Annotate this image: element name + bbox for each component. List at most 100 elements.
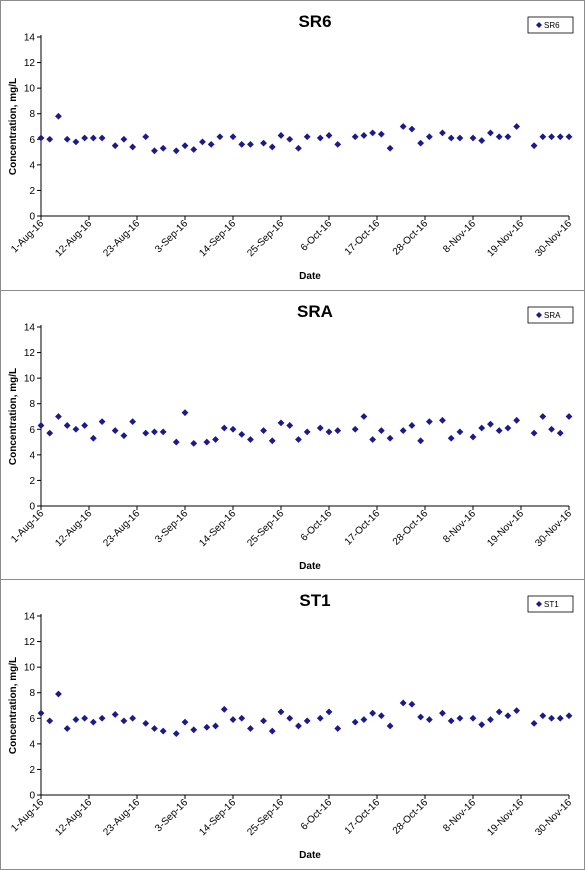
legend-label: SRA bbox=[544, 311, 561, 320]
data-point bbox=[286, 135, 294, 143]
legend: SR6 bbox=[527, 16, 574, 34]
data-point bbox=[81, 714, 89, 722]
data-point bbox=[447, 134, 455, 142]
data-point bbox=[277, 419, 285, 427]
data-point bbox=[229, 716, 237, 723]
legend: ST1 bbox=[527, 595, 574, 613]
data-point bbox=[369, 709, 377, 717]
data-point bbox=[277, 708, 285, 716]
data-point bbox=[417, 139, 425, 147]
x-tick-label: 1-Aug-16 bbox=[9, 218, 46, 255]
data-point bbox=[98, 134, 106, 142]
x-tick-label: 28-Oct-16 bbox=[391, 797, 431, 837]
chart-title: ST1 bbox=[299, 591, 330, 610]
data-point bbox=[37, 134, 45, 142]
data-point bbox=[181, 409, 189, 417]
y-tick-label: 12 bbox=[24, 348, 36, 359]
data-point bbox=[316, 714, 324, 722]
data-point bbox=[504, 712, 512, 720]
x-tick-label: 19-Nov-16 bbox=[485, 797, 526, 838]
legend-marker bbox=[536, 312, 542, 318]
data-point bbox=[159, 428, 167, 436]
data-point bbox=[456, 714, 464, 722]
data-point bbox=[55, 413, 62, 420]
x-tick-label: 3-Sep-16 bbox=[153, 508, 190, 545]
data-point bbox=[220, 424, 228, 432]
y-tick-label: 0 bbox=[29, 212, 35, 223]
data-point bbox=[37, 709, 45, 717]
data-point bbox=[151, 725, 158, 732]
data-point bbox=[190, 726, 198, 734]
data-point bbox=[295, 722, 302, 730]
data-point bbox=[478, 721, 486, 729]
data-point bbox=[181, 142, 189, 150]
data-point bbox=[439, 129, 446, 137]
data-point bbox=[360, 413, 368, 420]
y-axis-title: Concentration, mg/L bbox=[8, 657, 19, 754]
data-point bbox=[504, 133, 512, 141]
data-point bbox=[334, 725, 342, 732]
data-point bbox=[469, 134, 477, 142]
data-point bbox=[37, 422, 45, 429]
x-tick-label: 12-Aug-16 bbox=[53, 508, 94, 549]
y-tick-label: 4 bbox=[29, 450, 35, 461]
data-point bbox=[360, 716, 368, 723]
y-tick-label: 4 bbox=[29, 739, 35, 750]
data-point bbox=[151, 147, 158, 155]
data-point bbox=[238, 714, 246, 722]
data-point bbox=[539, 712, 547, 720]
x-tick-label: 12-Aug-16 bbox=[53, 797, 94, 838]
x-tick-label: 25-Sep-16 bbox=[245, 218, 286, 259]
data-point bbox=[181, 718, 189, 726]
y-tick-label: 0 bbox=[29, 791, 35, 802]
data-point bbox=[487, 716, 494, 723]
data-point bbox=[369, 129, 377, 137]
legend-label: ST1 bbox=[544, 600, 559, 609]
data-point bbox=[190, 439, 198, 447]
data-point bbox=[72, 425, 80, 433]
data-point bbox=[238, 141, 246, 148]
x-axis-title: Date bbox=[299, 850, 321, 861]
data-point bbox=[111, 142, 119, 150]
data-point bbox=[229, 133, 237, 141]
data-point bbox=[81, 134, 89, 142]
y-tick-label: 4 bbox=[29, 160, 35, 171]
data-point bbox=[46, 429, 54, 437]
data-point bbox=[469, 433, 477, 441]
data-point bbox=[260, 717, 267, 725]
data-point bbox=[565, 133, 573, 141]
y-axis-title: Concentration, mg/L bbox=[8, 368, 19, 465]
x-tick-label: 6-Oct-16 bbox=[299, 797, 335, 833]
y-tick-label: 8 bbox=[29, 688, 35, 699]
data-point bbox=[513, 123, 521, 130]
data-point bbox=[334, 141, 342, 148]
legend-box bbox=[527, 16, 574, 34]
data-point bbox=[386, 434, 394, 442]
data-point bbox=[212, 436, 219, 443]
data-point bbox=[203, 438, 211, 446]
data-point bbox=[548, 133, 555, 141]
data-point bbox=[386, 722, 394, 730]
x-tick-label: 30-Nov-16 bbox=[533, 218, 574, 259]
data-point bbox=[190, 146, 198, 153]
data-point bbox=[260, 427, 267, 434]
data-point bbox=[530, 720, 538, 727]
data-point bbox=[539, 413, 547, 420]
y-tick-label: 6 bbox=[29, 425, 35, 436]
data-point bbox=[295, 144, 302, 152]
data-point bbox=[286, 714, 294, 722]
legend: SRA bbox=[527, 306, 574, 324]
chart-panel-sra: SRA 0 2 4 6 8 10 12 14 1-Aug-16 12-Aug-16 23-Aug-16… bbox=[0, 290, 585, 580]
data-point bbox=[142, 720, 150, 727]
legend-marker bbox=[536, 22, 542, 28]
data-point bbox=[120, 135, 128, 143]
x-tick-label: 3-Sep-16 bbox=[153, 218, 190, 255]
x-tick-label: 8-Nov-16 bbox=[441, 218, 478, 255]
data-point bbox=[55, 112, 62, 120]
data-point bbox=[159, 144, 167, 152]
data-point bbox=[548, 714, 555, 722]
legend-box bbox=[527, 595, 574, 613]
data-point bbox=[425, 716, 433, 723]
data-point bbox=[399, 123, 407, 130]
sra-chart: SRA 0 2 4 6 8 10 12 14 1-Aug-16 12-Aug-16 23-Aug-16… bbox=[8, 302, 574, 572]
